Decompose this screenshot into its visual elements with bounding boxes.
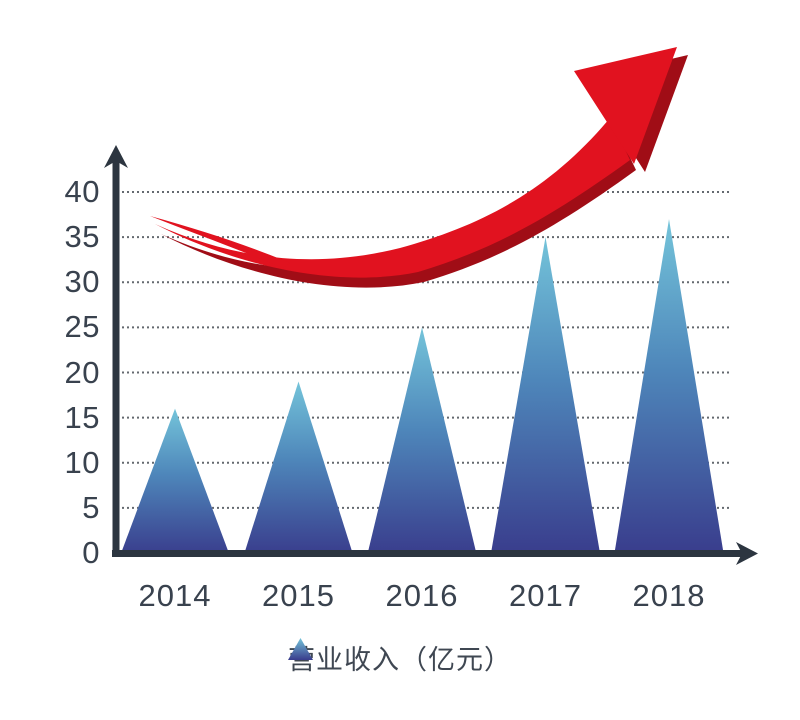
x-tick-label-2016: 2016	[385, 578, 459, 613]
axes	[104, 145, 758, 565]
x-tick-label-2015: 2015	[262, 578, 335, 613]
trend-arrow	[150, 47, 688, 288]
revenue-triangle-2014	[120, 408, 230, 556]
y-tick-label-15: 15	[64, 399, 100, 435]
trend-arrow-tail-whisker	[150, 216, 290, 268]
y-axis-arrow-icon	[104, 145, 128, 168]
x-tick-label-2014: 2014	[138, 578, 212, 613]
revenue-triangle-2015	[243, 381, 354, 556]
y-tick-label-40: 40	[64, 174, 100, 209]
legend-triangle-icon	[288, 638, 313, 660]
y-tick-label-10: 10	[64, 444, 100, 480]
revenue-triangle-2018	[614, 219, 724, 556]
y-tick-label-30: 30	[64, 264, 100, 300]
y-tick-label-20: 20	[64, 354, 100, 390]
x-tick-label-2017: 2017	[509, 578, 582, 613]
gridlines	[122, 191, 730, 509]
revenue-triangle-2017	[490, 237, 601, 556]
x-tick-label-2018: 2018	[632, 578, 706, 613]
y-tick-label-0: 0	[82, 535, 100, 570]
data-series-triangles	[120, 219, 724, 556]
y-tick-label-25: 25	[64, 309, 100, 345]
x-axis-arrow-icon	[736, 542, 758, 565]
trend-arrow-body	[155, 118, 630, 278]
y-tick-label-5: 5	[82, 489, 100, 525]
trend-arrow-head	[574, 47, 677, 164]
revenue-triangle-2016	[367, 327, 477, 556]
y-tick-label-35: 35	[64, 219, 100, 255]
legend: 营业收入（亿元）	[288, 638, 512, 677]
legend-label: 营业收入（亿元）	[288, 645, 512, 675]
